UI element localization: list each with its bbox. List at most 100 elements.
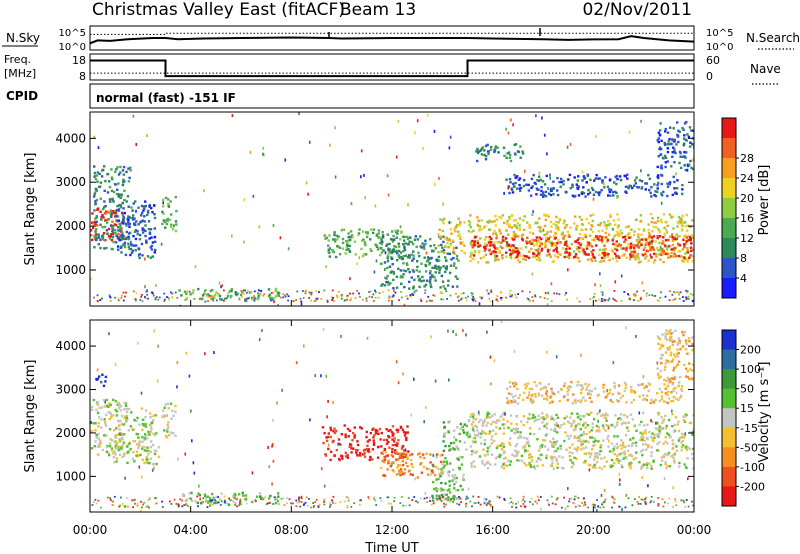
scatter-cell: [103, 200, 106, 203]
near-range-cell: [471, 294, 473, 297]
scatter-cell: [483, 226, 486, 229]
near-range-cell: [515, 296, 518, 299]
scatter-cell: [386, 266, 389, 270]
scatter-cell: [494, 432, 497, 436]
scatter-cell: [664, 440, 667, 443]
scatter-cell: [361, 254, 365, 258]
scatter-cell: [106, 172, 110, 176]
near-range-cell: [416, 501, 419, 504]
scatter-cell: [153, 216, 157, 220]
scatter-cell: [618, 256, 621, 259]
scatter-cell: [423, 243, 426, 246]
scatter-cell: [347, 244, 350, 247]
noise-cell: [277, 304, 279, 306]
scatter-cell: [570, 380, 573, 384]
scatter-cell: [476, 242, 480, 245]
noise-cell: [96, 368, 99, 372]
scatter-cell: [170, 417, 173, 420]
scatter-cell: [691, 219, 694, 222]
scatter-cell: [683, 164, 686, 167]
scatter-cell: [448, 420, 451, 423]
near-range-cell: [97, 499, 100, 502]
scatter-cell: [638, 423, 641, 427]
near-range-cell: [602, 506, 605, 509]
scatter-cell: [643, 439, 646, 442]
scatter-cell: [347, 236, 350, 239]
near-range-cell: [217, 496, 220, 498]
scatter-cell: [388, 446, 391, 449]
scatter-cell: [647, 382, 650, 385]
scatter-cell: [141, 436, 144, 439]
scatter-cell: [642, 436, 645, 439]
scatter-cell: [167, 202, 170, 206]
scatter-cell: [349, 443, 352, 446]
near-range-cell: [537, 496, 539, 498]
scatter-cell: [571, 183, 574, 186]
noise-cell: [358, 256, 361, 260]
scatter-cell: [650, 446, 653, 449]
scatter-cell: [633, 391, 637, 394]
scatter-cell: [623, 453, 627, 456]
scatter-cell: [441, 280, 445, 283]
scatter-cell: [331, 440, 334, 444]
noise-left-tick-bottom: 10^0: [59, 42, 86, 53]
scatter-cell: [575, 228, 578, 231]
scatter-cell: [509, 401, 512, 404]
near-range-cell: [601, 291, 604, 294]
scatter-cell: [442, 449, 446, 452]
scatter-cell: [432, 497, 435, 501]
scatter-cell: [456, 277, 459, 281]
scatter-cell: [444, 457, 447, 460]
scatter-cell: [514, 233, 517, 236]
scatter-cell: [407, 268, 410, 271]
scatter-cell: [538, 427, 541, 431]
scatter-cell: [109, 224, 113, 227]
scatter-cell: [610, 458, 614, 462]
scatter-cell: [610, 442, 614, 445]
scatter-cell: [622, 236, 625, 239]
scatter-cell: [679, 218, 682, 221]
near-range-cell: [547, 502, 550, 505]
scatter-cell: [467, 435, 470, 439]
scatter-cell: [387, 253, 390, 256]
scatter-cell: [625, 256, 628, 259]
scatter-cell: [106, 191, 110, 194]
scatter-cell: [512, 231, 516, 234]
scatter-cell: [524, 246, 528, 249]
near-range-cell: [443, 505, 446, 508]
scatter-cell: [100, 381, 103, 384]
scatter-cell: [140, 204, 144, 208]
scatter-cell: [614, 414, 617, 417]
near-range-cell: [93, 501, 95, 503]
scatter-cell: [667, 433, 671, 436]
scatter-cell: [640, 233, 643, 237]
scatter-cell: [666, 338, 669, 341]
scatter-cell: [473, 250, 477, 253]
scatter-cell: [147, 220, 151, 223]
noise-cell: [137, 341, 139, 345]
scatter-cell: [433, 487, 436, 491]
scatter-cell: [148, 237, 151, 240]
scatter-cell: [377, 445, 380, 449]
scatter-cell: [581, 441, 584, 444]
noise-cell: [660, 201, 663, 205]
scatter-cell: [371, 231, 375, 235]
noise-cell: [108, 332, 110, 336]
scatter-cell: [692, 129, 694, 132]
scatter-cell: [598, 177, 601, 180]
scatter-cell: [132, 218, 135, 221]
scatter-cell: [615, 259, 619, 263]
scatter-cell: [192, 289, 195, 292]
scatter-cell: [591, 466, 595, 469]
scatter-cell: [616, 435, 619, 438]
noise-cell: [549, 173, 551, 177]
near-range-cell: [349, 299, 352, 302]
scatter-cell: [521, 446, 525, 449]
scatter-cell: [635, 444, 638, 447]
near-range-cell: [174, 291, 177, 294]
scatter-cell: [430, 285, 433, 289]
scatter-cell: [514, 381, 517, 384]
scatter-cell: [397, 267, 400, 270]
scatter-cell: [553, 254, 557, 257]
scatter-cell: [559, 444, 562, 448]
